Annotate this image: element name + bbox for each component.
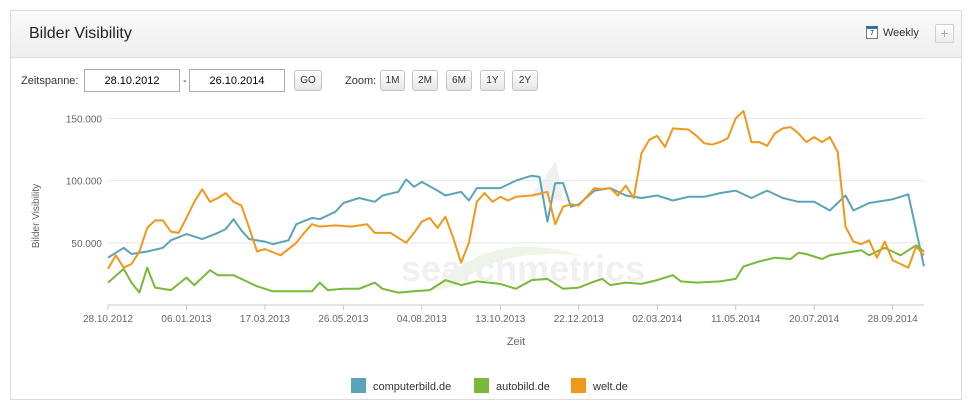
panel-header: Bilder Visibility 7 Weekly + [11, 11, 961, 58]
zoom-1y-button[interactable]: 1Y [480, 70, 505, 91]
legend-item-computerbild-de[interactable]: computerbild.de [351, 378, 451, 393]
zoom-2m-button[interactable]: 2M [412, 70, 438, 91]
zoom-6m-button[interactable]: 6M [446, 70, 472, 91]
zoom-1m-button[interactable]: 1M [380, 70, 405, 91]
watermark-swoosh [431, 246, 581, 291]
y-tick-label: 50.000 [71, 239, 102, 250]
x-tick-label: 20.07.2014 [789, 314, 839, 325]
weekly-label: Weekly [883, 26, 919, 39]
legend-label: computerbild.de [373, 381, 451, 393]
y-axis: 50.000 100.000 150.000 [66, 114, 103, 249]
go-button[interactable]: GO [294, 70, 322, 91]
series-lines [107, 110, 925, 294]
legend-label: autobild.de [496, 381, 550, 393]
x-tick-label: 06.01.2013 [161, 314, 211, 325]
legend-item-welt-de[interactable]: welt.de [571, 378, 628, 393]
legend-swatch [571, 378, 586, 393]
legend: computerbild.de autobild.de welt.de [351, 378, 628, 393]
x-axis-label: Zeit [507, 336, 525, 348]
x-axis: 28.10.2012 06.01.2013 17.03.2013 26.05.2013… [83, 304, 924, 325]
x-tick-label: 22.12.2013 [554, 314, 604, 325]
legend-swatch [474, 378, 489, 393]
x-tick-label: 26.05.2013 [318, 314, 368, 325]
x-tick-label: 28.09.2014 [868, 314, 918, 325]
y-tick-label: 150.000 [66, 114, 103, 125]
series-line-welt-de [107, 110, 925, 270]
legend-item-autobild-de[interactable]: autobild.de [474, 378, 550, 393]
weekly-toggle[interactable]: 7 Weekly [866, 26, 919, 39]
date-from-input[interactable] [84, 69, 180, 92]
x-tick-label: 02.03.2014 [632, 314, 682, 325]
bilder-visibility-panel: Bilder Visibility 7 Weekly + Zeitspanne:… [10, 10, 962, 400]
legend-label: welt.de [592, 381, 628, 393]
zoom-2y-button[interactable]: 2Y [512, 70, 538, 91]
series-line-autobild-de [107, 244, 925, 294]
add-button[interactable]: + [935, 24, 954, 43]
date-to-input[interactable] [189, 69, 285, 92]
legend-swatch [351, 378, 366, 393]
y-axis-label: Bilder Visibility [31, 184, 42, 248]
x-tick-label: 17.03.2013 [240, 314, 290, 325]
calendar-icon: 7 [866, 26, 878, 39]
zoom-label: Zoom: [345, 75, 377, 87]
date-range-toolbar: Zeitspanne: - GO Zoom: 1M 2M 6M 1Y 2Y [11, 68, 961, 94]
panel-title: Bilder Visibility [29, 25, 132, 42]
x-tick-label: 13.10.2013 [475, 314, 525, 325]
x-tick-label: 04.08.2013 [397, 314, 447, 325]
range-label: Zeitspanne: [21, 75, 79, 87]
x-tick-label: 28.10.2012 [83, 314, 133, 325]
x-tick-label: 11.05.2014 [711, 314, 761, 325]
y-tick-label: 100.000 [66, 177, 103, 188]
series-line-computerbild-de [107, 174, 925, 267]
date-separator: - [183, 75, 187, 87]
